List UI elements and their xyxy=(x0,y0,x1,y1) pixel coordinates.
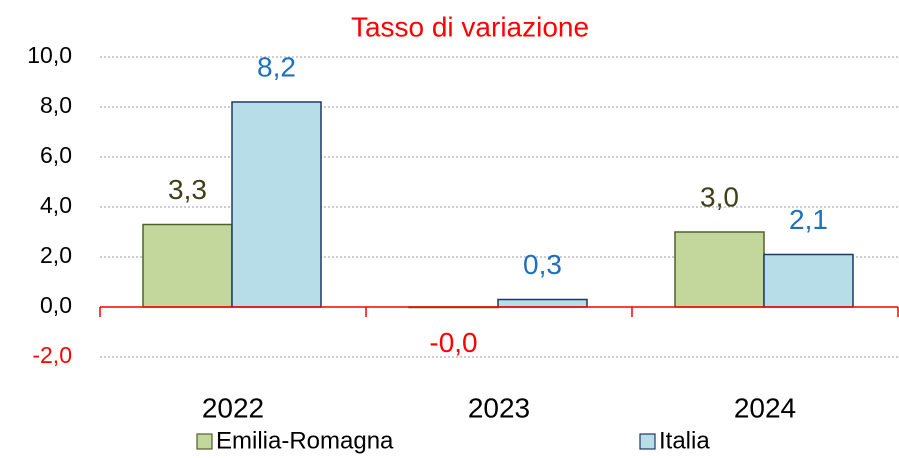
x-tick-label: 2023 xyxy=(468,392,530,423)
y-tick-label: 0,0 xyxy=(40,292,72,318)
y-tick-label: 2,0 xyxy=(40,242,72,268)
y-tick-label: 6,0 xyxy=(40,142,72,168)
data-label: 2,1 xyxy=(789,204,828,235)
y-tick-label: 10,0 xyxy=(27,42,72,68)
bar xyxy=(763,253,854,308)
x-tick-label: 2022 xyxy=(202,392,264,423)
y-tick-label: -2,0 xyxy=(32,342,72,368)
data-label: 3,0 xyxy=(700,181,739,212)
bar xyxy=(497,298,588,308)
legend-label: Emilia-Romagna xyxy=(216,427,394,454)
y-tick-label: 8,0 xyxy=(40,92,72,118)
chart-title: Tasso di variazione xyxy=(351,11,589,42)
data-label: 0,3 xyxy=(523,249,562,280)
legend-label: Italia xyxy=(659,427,710,454)
x-tick-label: 2024 xyxy=(734,392,796,423)
bar xyxy=(674,231,765,308)
y-tick-label: 4,0 xyxy=(40,192,72,218)
data-label: -0,0 xyxy=(429,327,477,358)
legend-swatch xyxy=(639,433,656,450)
data-label: 8,2 xyxy=(257,51,296,82)
data-label: 3,3 xyxy=(168,174,207,205)
legend-swatch xyxy=(196,433,213,450)
bar xyxy=(142,223,233,308)
bar xyxy=(231,101,322,308)
